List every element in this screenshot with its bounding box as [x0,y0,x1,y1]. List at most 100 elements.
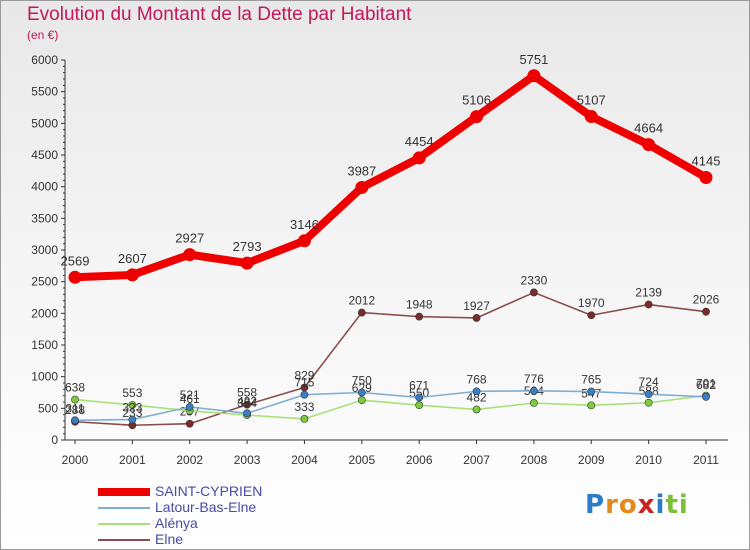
x-tick-label: 2000 [62,453,89,467]
data-point-latour-bas-elne [644,390,653,399]
data-point-elne [185,419,194,428]
data-label-saint-cyprien: 5106 [462,93,491,108]
data-label-latour-bas-elne: 768 [467,372,487,386]
data-label-latour-bas-elne: 776 [524,372,544,386]
data-point-saint-cyprien [699,170,713,184]
logo-letter: x [637,490,656,520]
data-point-saint-cyprien [183,248,197,262]
x-tick-label: 2009 [578,453,605,467]
x-tick-label: 2003 [234,453,261,467]
data-point-alenya [644,398,653,407]
legend-swatch [98,539,150,541]
data-label-latour-bas-elne: 682 [696,378,716,392]
x-tick-label: 2002 [176,453,203,467]
data-point-saint-cyprien [470,110,484,124]
y-tick-label: 500 [38,401,58,415]
y-tick-label: 1500 [31,338,58,352]
data-point-alenya [357,396,366,405]
data-label-latour-bas-elne: 422 [237,394,257,408]
data-label-elne: 2012 [348,294,375,308]
y-tick-label: 5500 [31,85,58,99]
data-point-alenya [300,415,309,423]
data-label-elne: 1970 [578,296,605,310]
y-tick-label: 3000 [31,243,58,257]
data-label-elne: 1948 [406,298,433,312]
data-label-alenya: 629 [352,381,372,395]
legend-label: Elne [155,531,184,547]
data-label-elne: 2026 [693,293,720,307]
data-point-saint-cyprien [355,180,369,194]
legend-swatch [98,523,150,525]
data-label-elne: 2139 [635,286,662,300]
data-point-alenya [472,405,481,414]
data-label-latour-bas-elne: 765 [581,373,601,387]
data-point-latour-bas-elne [128,415,137,424]
data-point-alenya [415,401,424,410]
data-label-saint-cyprien: 3146 [290,217,319,232]
data-point-latour-bas-elne [185,403,194,411]
data-label-latour-bas-elne: 724 [639,375,659,389]
legend-label: Latour-Bas-Elne [155,499,257,515]
proxiti-logo: Proxiti [585,490,689,520]
data-label-alenya: 701 [696,377,716,391]
x-tick-label: 2001 [119,453,146,467]
data-label-alenya: 553 [122,386,142,400]
data-point-alenya [530,399,538,407]
data-label-saint-cyprien: 4145 [692,153,721,168]
data-label-elne: 829 [294,368,314,382]
data-point-elne [530,288,538,297]
data-point-latour-bas-elne [71,416,79,425]
data-label-elne: 233 [122,406,142,420]
data-label-saint-cyprien: 4664 [634,121,663,136]
x-tick-label: 2008 [521,453,548,467]
data-point-saint-cyprien [240,256,254,270]
data-point-saint-cyprien [642,138,656,152]
logo-letter: t [665,490,679,520]
y-tick-label: 2000 [31,306,58,320]
y-tick-label: 0 [51,433,58,447]
series-line-elne [74,291,707,427]
data-label-alenya: 333 [294,400,314,414]
data-label-elne: 1927 [463,299,490,313]
chart-title: Evolution du Montant de la Dette par Hab… [27,4,412,25]
logo-letter: P [585,490,606,520]
legend-swatch [98,488,150,496]
data-label-alenya: 638 [65,381,85,395]
data-label-saint-cyprien: 2569 [61,253,90,268]
data-point-saint-cyprien [297,234,311,248]
data-point-latour-bas-elne [472,387,481,396]
data-point-latour-bas-elne [243,409,251,418]
y-tick-label: 2500 [31,275,58,289]
data-point-latour-bas-elne [530,386,538,395]
data-label-elne: 2330 [521,273,548,287]
data-point-alenya [587,401,596,410]
data-label-latour-bas-elne: 323 [122,401,142,415]
legend-label: SAINT-CYPRIEN [155,483,263,499]
data-point-alenya [128,401,137,409]
data-point-elne [702,307,710,316]
x-tick-label: 2005 [348,453,375,467]
x-tick-label: 2006 [406,453,433,467]
data-label-saint-cyprien: 3987 [347,163,376,178]
data-label-saint-cyprien: 5107 [577,93,606,108]
data-point-latour-bas-elne [300,390,309,399]
data-point-latour-bas-elne [357,388,366,397]
data-point-saint-cyprien [584,110,598,124]
y-tick-label: 5000 [31,116,58,130]
series-line-saint-cyprien [71,71,710,282]
data-label-saint-cyprien: 2793 [233,239,262,254]
data-label-elne: 558 [237,386,257,400]
data-point-elne [587,311,596,320]
data-point-elne [644,300,653,309]
data-label-latour-bas-elne: 521 [180,388,200,402]
y-tick-label: 4000 [31,180,58,194]
y-tick-label: 3500 [31,211,58,225]
data-point-saint-cyprien [412,151,426,165]
data-point-elne [243,400,251,409]
data-point-saint-cyprien [527,69,541,83]
series-line-alenya [74,394,707,420]
logo-letter: i [655,490,666,520]
data-label-saint-cyprien: 2927 [175,231,204,246]
data-point-elne [415,312,424,321]
